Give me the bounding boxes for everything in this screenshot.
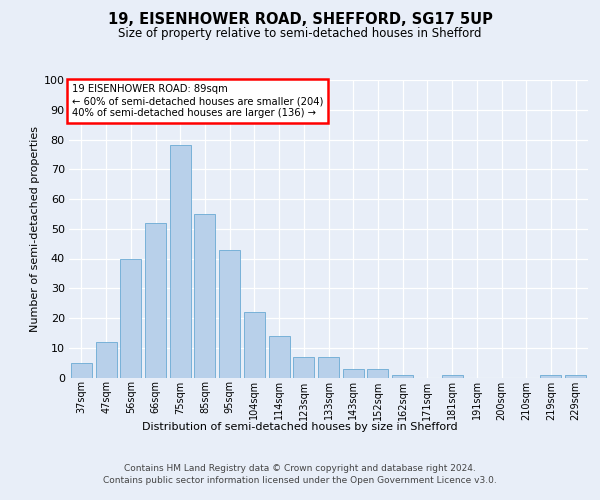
Bar xyxy=(95,342,116,378)
Bar xyxy=(565,374,586,378)
Bar xyxy=(120,258,141,378)
Text: Contains HM Land Registry data © Crown copyright and database right 2024.: Contains HM Land Registry data © Crown c… xyxy=(124,464,476,473)
Y-axis label: Number of semi-detached properties: Number of semi-detached properties xyxy=(29,126,40,332)
Bar xyxy=(343,368,364,378)
Text: Contains public sector information licensed under the Open Government Licence v3: Contains public sector information licen… xyxy=(103,476,497,485)
Bar xyxy=(194,214,215,378)
Bar xyxy=(71,362,92,378)
Bar xyxy=(367,368,388,378)
Bar xyxy=(442,374,463,378)
Bar xyxy=(170,146,191,378)
Text: Distribution of semi-detached houses by size in Shefford: Distribution of semi-detached houses by … xyxy=(142,422,458,432)
Bar xyxy=(318,356,339,378)
Text: Size of property relative to semi-detached houses in Shefford: Size of property relative to semi-detach… xyxy=(118,28,482,40)
Bar xyxy=(145,223,166,378)
Bar xyxy=(244,312,265,378)
Bar xyxy=(293,356,314,378)
Bar xyxy=(541,374,562,378)
Bar xyxy=(392,374,413,378)
Bar xyxy=(269,336,290,378)
Bar xyxy=(219,250,240,378)
Text: 19 EISENHOWER ROAD: 89sqm
← 60% of semi-detached houses are smaller (204)
40% of: 19 EISENHOWER ROAD: 89sqm ← 60% of semi-… xyxy=(71,84,323,117)
Text: 19, EISENHOWER ROAD, SHEFFORD, SG17 5UP: 19, EISENHOWER ROAD, SHEFFORD, SG17 5UP xyxy=(107,12,493,28)
